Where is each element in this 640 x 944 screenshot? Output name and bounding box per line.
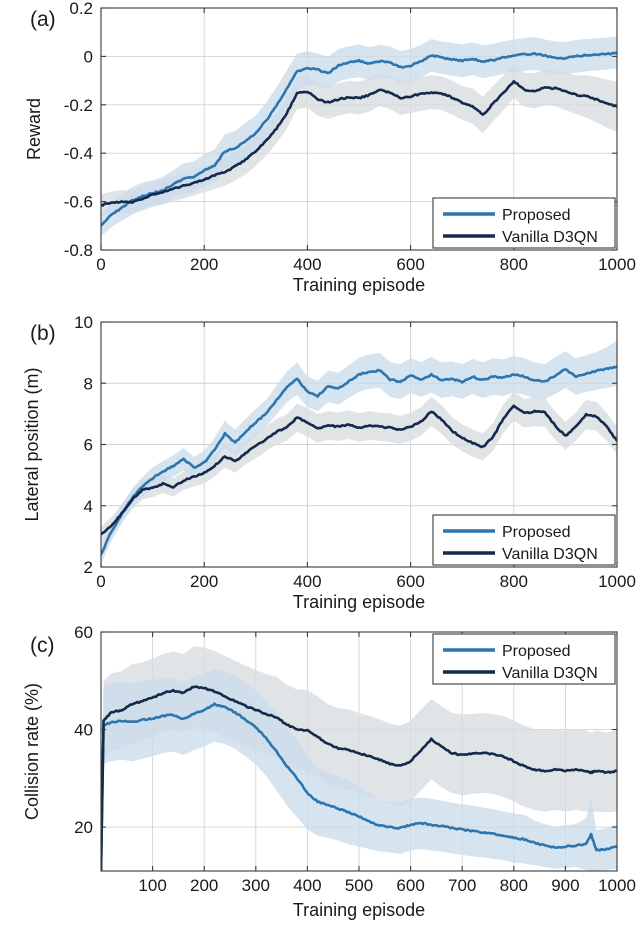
series-line-proposed [101, 51, 617, 227]
chart-c: 100 200 300 400 500 600 700 800 900 1000 20 40 60 Tra… [22, 623, 636, 920]
legend-label: Vanilla D3QN [502, 665, 598, 682]
chart-b: 0 200 400 600 800 1000 2 4 6 8 10 Training episode L… [22, 313, 636, 612]
series-line-vanilla-d3qn [101, 404, 617, 536]
x-tick-label: 600 [396, 572, 424, 591]
x-axis-ticks: 0 200 400 600 800 1000 [96, 322, 636, 591]
x-tick-label: 1000 [598, 572, 636, 591]
confidence-band-vanilla-d3qn [101, 391, 617, 544]
x-tick-label: 400 [293, 255, 321, 274]
x-tick-label: 800 [500, 255, 528, 274]
x-axis-title: Training episode [293, 275, 425, 295]
plot-area [101, 646, 617, 871]
y-tick-label: 20 [74, 818, 93, 837]
x-tick-label: 700 [448, 876, 476, 895]
x-tick-label: 300 [242, 876, 270, 895]
panel-label: (c) [30, 634, 55, 657]
plot-area [101, 36, 617, 237]
legend-label: Vanilla D3QN [502, 229, 598, 246]
x-axis-ticks: 100 200 300 400 500 600 700 800 900 1000 [138, 632, 636, 895]
panel-label: (a) [30, 8, 56, 31]
chart-a: 0 200 400 600 800 1000 -0.8 -0.6 -0.4 -0.2 0 0.2 Tra… [24, 0, 636, 295]
legend-label: Proposed [502, 524, 571, 541]
x-tick-label: 1000 [598, 876, 636, 895]
y-tick-label: 40 [74, 721, 93, 740]
y-tick-label: -0.6 [64, 193, 93, 212]
x-tick-label: 0 [96, 255, 105, 274]
y-axis-title: Collision rate (%) [22, 683, 42, 820]
y-tick-label: 60 [74, 623, 93, 642]
series-line-proposed [101, 365, 617, 556]
y-axis-ticks: 20 40 60 [74, 623, 617, 837]
confidence-band-proposed [101, 340, 617, 564]
x-axis-title: Training episode [293, 592, 425, 612]
confidence-band-proposed [101, 668, 617, 871]
y-tick-label: 4 [84, 497, 93, 516]
x-tick-label: 500 [345, 876, 373, 895]
x-tick-label: 200 [190, 876, 218, 895]
x-tick-label: 400 [293, 876, 321, 895]
confidence-band-vanilla-d3qn [101, 64, 617, 217]
y-tick-label: -0.8 [64, 241, 93, 260]
y-tick-label: 8 [84, 374, 93, 393]
series-line-vanilla-d3qn [101, 79, 617, 207]
x-tick-label: 1000 [598, 255, 636, 274]
x-tick-label: 600 [396, 255, 424, 274]
x-axis-title: Training episode [293, 900, 425, 920]
legend-label: Vanilla D3QN [502, 546, 598, 563]
y-axis-ticks: 2 4 6 8 10 [74, 313, 617, 577]
x-tick-label: 800 [500, 572, 528, 591]
y-tick-label: 0 [84, 47, 93, 66]
x-tick-label: 200 [190, 255, 218, 274]
confidence-band-proposed [101, 36, 617, 237]
x-tick-label: 600 [396, 876, 424, 895]
y-tick-label: -0.2 [64, 96, 93, 115]
y-tick-label: 0.2 [69, 0, 93, 18]
panel-c-collision-rate: 100 200 300 400 500 600 700 800 900 1000 20 40 60 Tra… [0, 620, 640, 944]
x-tick-label: 200 [190, 572, 218, 591]
legend-label: Proposed [502, 643, 571, 660]
y-tick-label: -0.4 [64, 144, 93, 163]
y-tick-label: 10 [74, 313, 93, 332]
legend[interactable]: Proposed Vanilla D3QN [432, 633, 616, 685]
x-tick-label: 800 [500, 876, 528, 895]
x-tick-label: 900 [551, 876, 579, 895]
plot-area [101, 340, 617, 564]
legend[interactable]: Proposed Vanilla D3QN [432, 514, 616, 566]
panel-label: (b) [30, 322, 56, 345]
y-tick-label: 2 [84, 558, 93, 577]
y-tick-label: 6 [84, 436, 93, 455]
x-tick-label: 0 [96, 572, 105, 591]
series-line-proposed [101, 702, 617, 871]
series-line-vanilla-d3qn [101, 685, 617, 871]
panel-b-lateral-position: 0 200 400 600 800 1000 2 4 6 8 10 Training episode L… [0, 310, 640, 620]
legend[interactable]: Proposed Vanilla D3QN [432, 197, 616, 249]
x-tick-label: 400 [293, 572, 321, 591]
legend-label: Proposed [502, 207, 571, 224]
panel-a-reward: 0 200 400 600 800 1000 -0.8 -0.6 -0.4 -0.2 0 0.2 Tra… [0, 0, 640, 310]
x-axis-ticks: 0 200 400 600 800 1000 [96, 8, 636, 274]
y-axis-ticks: -0.8 -0.6 -0.4 -0.2 0 0.2 [64, 0, 617, 260]
axes [100, 7, 618, 251]
y-axis-title: Reward [24, 98, 44, 160]
y-axis-title: Lateral position (m) [22, 367, 42, 521]
x-tick-label: 100 [138, 876, 166, 895]
